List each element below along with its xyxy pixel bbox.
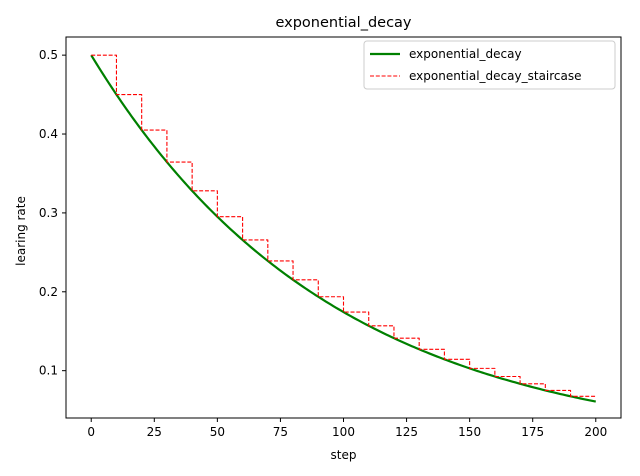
- y-axis-ticks: 0.1 0.2 0.3 0.4 0.5: [39, 48, 66, 378]
- x-tick-label: 200: [584, 425, 607, 439]
- x-tick-label: 50: [210, 425, 225, 439]
- y-axis-label: learing rate: [14, 196, 28, 266]
- x-axis-ticks: 0 25 50 75 100 125 150 175 200: [87, 418, 607, 439]
- x-tick-label: 100: [332, 425, 355, 439]
- legend: exponential_decay exponential_decay_stair…: [363, 40, 616, 90]
- x-axis-label: step: [331, 448, 357, 462]
- x-tick-label: 125: [395, 425, 418, 439]
- chart-title: exponential_decay: [275, 15, 411, 31]
- series-line-exponential-decay-staircase: [91, 54, 596, 397]
- x-tick-label: 175: [521, 425, 544, 439]
- x-tick-label: 0: [87, 425, 95, 439]
- x-tick-label: 150: [458, 425, 481, 439]
- y-tick-label: 0.1: [39, 364, 58, 378]
- x-tick-label: 25: [147, 425, 162, 439]
- series-line-exponential-decay: [90, 54, 596, 403]
- x-tick-label: 75: [273, 425, 288, 439]
- y-tick-label: 0.2: [39, 285, 58, 299]
- legend-label-exponential-decay-staircase: exponential_decay_staircase: [409, 69, 582, 83]
- legend-box: [363, 40, 616, 90]
- y-tick-label: 0.5: [39, 48, 58, 62]
- y-tick-label: 0.3: [39, 206, 58, 220]
- legend-label-exponential-decay: exponential_decay: [409, 47, 522, 61]
- y-tick-label: 0.4: [39, 127, 58, 141]
